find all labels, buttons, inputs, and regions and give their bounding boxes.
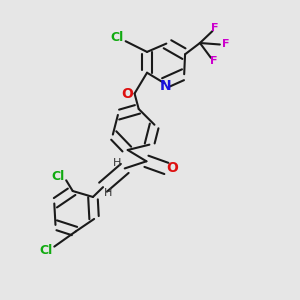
Text: O: O xyxy=(121,86,133,100)
Text: N: N xyxy=(160,79,172,92)
Text: F: F xyxy=(222,40,230,50)
Text: Cl: Cl xyxy=(39,244,52,257)
Text: H: H xyxy=(103,188,112,198)
Text: Cl: Cl xyxy=(110,31,123,44)
Text: F: F xyxy=(210,56,217,66)
Text: O: O xyxy=(167,161,178,176)
Text: F: F xyxy=(211,23,218,33)
Text: H: H xyxy=(113,158,122,168)
Text: Cl: Cl xyxy=(51,170,64,183)
